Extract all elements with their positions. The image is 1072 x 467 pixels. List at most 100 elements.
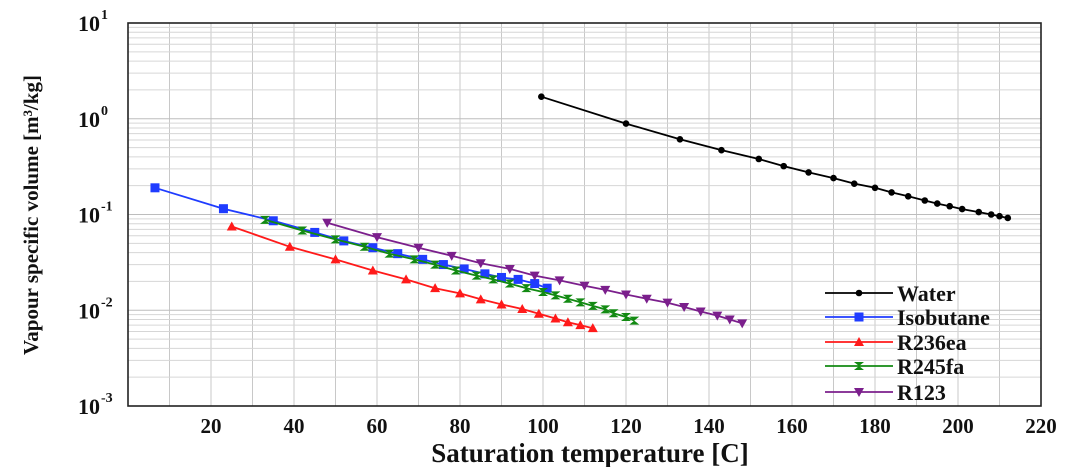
data-point <box>330 254 341 264</box>
legend-label: R123 <box>897 380 946 405</box>
x-tick-label: 220 <box>1025 414 1057 438</box>
legend-label: Isobutane <box>897 305 990 330</box>
data-point <box>933 200 941 207</box>
x-tick-label: 180 <box>859 414 891 438</box>
data-point <box>504 264 515 274</box>
data-point <box>621 313 631 322</box>
data-point <box>529 271 540 281</box>
data-point <box>504 279 515 288</box>
data-point <box>854 337 864 346</box>
data-point <box>533 308 544 318</box>
series-line <box>326 221 743 325</box>
y-tick-label: 10 <box>78 394 100 419</box>
data-point <box>641 294 652 304</box>
y-tick-label: 10 <box>78 298 100 323</box>
data-point <box>430 260 441 269</box>
data-point <box>600 285 611 295</box>
data-point <box>622 120 630 127</box>
data-point <box>446 251 457 261</box>
data-point <box>455 288 465 298</box>
x-tick-label: 200 <box>942 414 974 438</box>
data-point <box>218 204 228 214</box>
data-point <box>562 294 573 303</box>
data-point <box>430 283 441 293</box>
y-tick-label: 10 <box>78 203 100 228</box>
legend-item-isobutane: Isobutane <box>825 305 990 330</box>
data-point <box>695 307 706 317</box>
data-point <box>521 284 532 293</box>
data-point <box>946 202 953 210</box>
data-point <box>562 317 573 327</box>
data-point <box>855 289 863 297</box>
x-tick-label: 20 <box>201 414 222 438</box>
data-point <box>538 93 545 100</box>
data-point <box>975 208 983 216</box>
data-point <box>475 294 486 304</box>
data-point <box>600 305 611 314</box>
x-tick-label: 160 <box>776 414 808 438</box>
y-tick-exponent: -2 <box>101 295 113 310</box>
legend-item-r236ea: R236ea <box>825 330 967 355</box>
data-point <box>259 215 270 224</box>
y-tick-exponent: -3 <box>101 391 113 406</box>
data-point <box>393 249 403 259</box>
x-axis-label: Saturation temperature [C] <box>431 438 748 467</box>
y-tick-exponent: 1 <box>101 8 108 23</box>
data-point <box>471 271 482 280</box>
data-point <box>450 266 461 275</box>
data-point <box>438 260 448 270</box>
data-point <box>780 162 787 170</box>
series-water <box>538 93 1012 222</box>
data-point <box>587 301 598 310</box>
data-point <box>662 298 673 308</box>
y-tick-exponent: -1 <box>101 200 113 215</box>
data-point <box>297 226 308 235</box>
data-point <box>413 243 424 253</box>
legend-label: R236ea <box>897 330 967 355</box>
data-point <box>488 275 499 284</box>
data-point <box>830 174 837 182</box>
data-point <box>372 233 382 243</box>
data-point <box>621 290 631 300</box>
data-point <box>480 269 490 279</box>
x-axis-ticks: 20 40 60 80 100 120 140 160 180 200 220 <box>201 414 1057 438</box>
data-point <box>575 298 586 307</box>
y-tick-label: 10 <box>78 107 100 132</box>
data-point <box>755 155 763 163</box>
series-group <box>150 93 1012 333</box>
plot-frame <box>127 22 1042 407</box>
data-point <box>679 303 690 313</box>
data-point <box>904 192 912 200</box>
data-point <box>554 276 565 286</box>
data-point <box>550 291 561 300</box>
data-point <box>579 281 590 291</box>
data-point <box>284 241 295 251</box>
data-point <box>805 169 812 176</box>
data-point <box>854 388 864 397</box>
data-point <box>322 218 333 228</box>
data-point <box>718 146 725 154</box>
legend-item-water: Water <box>825 281 956 306</box>
data-point <box>367 265 378 275</box>
data-point <box>629 316 640 325</box>
series-r245fa <box>259 215 640 325</box>
data-point <box>418 254 428 264</box>
x-tick-label: 60 <box>367 414 388 438</box>
data-point <box>888 189 895 196</box>
legend-label: Water <box>897 281 956 306</box>
data-point <box>676 136 684 143</box>
data-point <box>871 184 879 192</box>
data-point <box>359 242 370 251</box>
data-point <box>384 249 395 258</box>
data-point <box>497 272 506 282</box>
x-tick-label: 120 <box>610 414 642 438</box>
series-r236ea <box>226 221 598 333</box>
data-point <box>550 313 561 323</box>
data-point <box>608 309 619 318</box>
data-point <box>330 235 341 244</box>
data-point <box>150 183 160 193</box>
data-point <box>513 274 523 284</box>
data-point <box>712 311 723 321</box>
